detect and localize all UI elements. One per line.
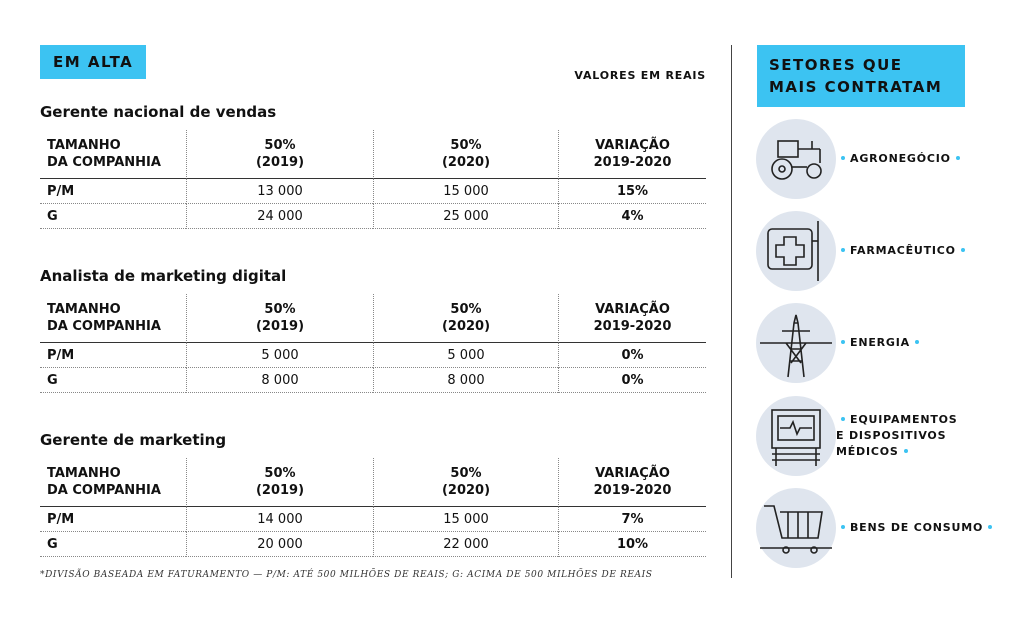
cell: 15%: [558, 179, 706, 204]
sector-label: FARMACÊUTICO: [836, 243, 970, 259]
note: VALORES EM REAIS: [574, 69, 706, 82]
divider: [731, 45, 732, 578]
header-cell: 50% (2019): [186, 458, 373, 507]
cell: 15 000: [373, 507, 558, 532]
bullet: [841, 525, 845, 529]
table: TAMANHO DA COMPANHIA 50% (2019) 50% (2020)…: [40, 294, 706, 393]
cell: G: [40, 532, 186, 557]
icon-pharmacy: [756, 211, 836, 291]
section: Gerente nacional de vendas TAMANHO DA COM…: [40, 100, 706, 229]
bullet: [841, 340, 845, 344]
sector-name: BENS DE CONSUMO: [850, 521, 984, 534]
table: TAMANHO DA COMPANHIA 50% (2019) 50% (2020)…: [40, 458, 706, 557]
badge: EM ALTA: [40, 45, 147, 79]
bullet: [955, 156, 960, 160]
cell: 25 000: [373, 204, 558, 229]
sector-name: FARMACÊUTICO: [850, 244, 956, 257]
badge: SETORES QUE MAIS CONTRATAM: [757, 45, 965, 107]
header-cell: TAMANHO DA COMPANHIA: [40, 130, 186, 179]
header-cell: 50% (2019): [186, 294, 373, 343]
cell: 8 000: [373, 368, 558, 393]
cell: 22 000: [373, 532, 558, 557]
icon-cart: [756, 488, 836, 568]
cell: G: [40, 204, 186, 229]
icon-medical: [756, 396, 836, 476]
bullet: [988, 525, 993, 529]
cell: 10%: [558, 532, 706, 557]
table: TAMANHO DA COMPANHIA 50% (2019) 50% (2020)…: [40, 130, 706, 229]
section: Gerente de marketing TAMANHO DA COMPANHIA…: [40, 428, 706, 557]
section-title: Gerente de marketing: [40, 431, 227, 449]
bullet: [960, 248, 965, 252]
header-cell: VARIAÇÃO 2019-2020: [558, 458, 706, 507]
cell: 13 000: [186, 179, 373, 204]
cell: G: [40, 368, 186, 393]
sector-label: BENS DE CONSUMO: [836, 520, 997, 536]
cell: 5 000: [186, 343, 373, 368]
bullet: [841, 248, 845, 252]
header-cell: 50% (2019): [186, 130, 373, 179]
section: Analista de marketing digital TAMANHO DA …: [40, 264, 706, 393]
cell: 0%: [558, 368, 706, 393]
sector-label: EQUIPAMENTOS E DISPOSITIVOS MÉDICOS: [836, 412, 958, 460]
icon-energy: [756, 303, 836, 383]
footnote: *DIVISÃO BASEADA EM FATURAMENTO — P/M: A…: [40, 570, 653, 580]
cell: 20 000: [186, 532, 373, 557]
sector-label: ENERGIA: [836, 335, 924, 351]
icon-tractor: [756, 119, 836, 199]
sector-name: ENERGIA: [850, 336, 910, 349]
header-cell: 50% (2020): [373, 458, 558, 507]
cell: 24 000: [186, 204, 373, 229]
bullet: [841, 156, 845, 160]
cell: 5 000: [373, 343, 558, 368]
bullet: [841, 417, 845, 421]
cell: P/M: [40, 179, 186, 204]
cell: 15 000: [373, 179, 558, 204]
cell: 0%: [558, 343, 706, 368]
header-cell: TAMANHO DA COMPANHIA: [40, 458, 186, 507]
header-cell: VARIAÇÃO 2019-2020: [558, 294, 706, 343]
sector-label: AGRONEGÓCIO: [836, 151, 965, 167]
cell: 7%: [558, 507, 706, 532]
cell: 4%: [558, 204, 706, 229]
cell: P/M: [40, 507, 186, 532]
section-title: Analista de marketing digital: [40, 267, 287, 285]
cell: 8 000: [186, 368, 373, 393]
header-cell: 50% (2020): [373, 294, 558, 343]
section-title: Gerente nacional de vendas: [40, 103, 277, 121]
bullet: [903, 449, 908, 453]
header-cell: VARIAÇÃO 2019-2020: [558, 130, 706, 179]
cell: 14 000: [186, 507, 373, 532]
sector-name: EQUIPAMENTOS E DISPOSITIVOS MÉDICOS: [836, 413, 958, 458]
header-cell: TAMANHO DA COMPANHIA: [40, 294, 186, 343]
bullet: [914, 340, 919, 344]
header-cell: 50% (2020): [373, 130, 558, 179]
cell: P/M: [40, 343, 186, 368]
sector-name: AGRONEGÓCIO: [850, 152, 951, 165]
